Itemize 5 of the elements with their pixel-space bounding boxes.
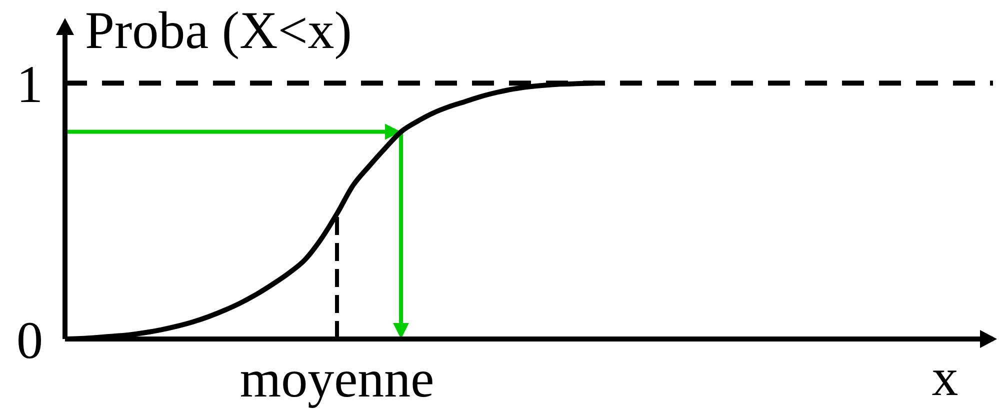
y-tick-label: 0 <box>16 312 43 370</box>
y-axis-title: Proba (X<x) <box>85 2 352 60</box>
x-axis-title: x <box>932 349 958 407</box>
y-tick-label: 1 <box>16 56 43 114</box>
x-tick-label: moyenne <box>240 350 434 409</box>
